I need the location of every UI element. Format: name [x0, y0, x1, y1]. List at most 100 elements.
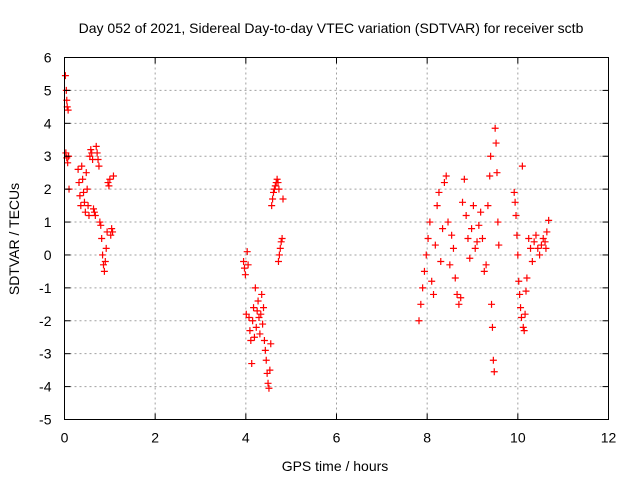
data-point: [94, 156, 102, 164]
data-point: [244, 261, 252, 269]
data-point: [261, 346, 269, 354]
data-point: [493, 169, 501, 177]
data-point: [246, 327, 254, 335]
data-point: [249, 317, 257, 325]
data-point: [459, 198, 467, 206]
data-point: [64, 106, 72, 114]
data-point: [492, 139, 500, 147]
data-point: [532, 231, 540, 239]
data-point: [264, 379, 272, 387]
data-point: [260, 337, 268, 345]
data-point: [267, 340, 275, 348]
y-axis-title: SDTVAR / TECUs: [6, 183, 22, 295]
data-point: [77, 202, 85, 210]
data-point: [99, 251, 107, 259]
data-point: [462, 211, 470, 219]
data-point: [256, 330, 264, 338]
data-point: [254, 297, 262, 305]
data-point: [542, 244, 550, 252]
x-tick-label: 2: [151, 430, 159, 446]
data-point: [487, 152, 495, 160]
chart-title: Day 052 of 2021, Sidereal Day-to-day VTE…: [79, 20, 584, 36]
data-point: [259, 320, 267, 328]
data-point: [439, 225, 447, 233]
data-point: [91, 211, 99, 219]
data-point: [90, 205, 98, 213]
grid-layer: [64, 57, 609, 420]
data-point: [488, 300, 496, 308]
data-point: [422, 251, 430, 259]
data-point: [273, 175, 281, 183]
data-point: [545, 216, 553, 224]
data-point: [528, 258, 536, 266]
data-point: [243, 248, 251, 256]
data-point: [522, 287, 530, 295]
data-point: [543, 228, 551, 236]
data-point: [475, 221, 483, 229]
data-point: [442, 172, 450, 180]
data-point: [277, 238, 285, 246]
data-point: [523, 274, 531, 282]
data-point: [87, 146, 95, 154]
y-tick-label: 1: [44, 214, 52, 230]
data-point: [468, 225, 476, 233]
data-point: [510, 188, 518, 196]
data-point: [513, 231, 521, 239]
data-point: [486, 172, 494, 180]
data-point: [514, 251, 522, 259]
data-point: [93, 149, 101, 157]
data-point: [80, 198, 88, 206]
data-point: [274, 179, 282, 187]
data-point: [109, 228, 117, 236]
data-point: [76, 192, 84, 200]
data-point: [541, 238, 549, 246]
data-point: [268, 202, 276, 210]
data-point: [252, 323, 260, 331]
data-point: [494, 218, 502, 226]
data-point: [460, 175, 468, 183]
x-tick-label: 10: [510, 430, 526, 446]
data-point: [520, 327, 528, 335]
data-point: [466, 254, 474, 262]
data-point: [420, 267, 428, 275]
data-point: [74, 165, 82, 173]
data-point: [269, 195, 277, 203]
data-point: [484, 202, 492, 210]
data-point: [84, 202, 92, 210]
data-point: [515, 277, 523, 285]
data-point: [240, 258, 248, 266]
data-point: [433, 202, 441, 210]
data-point: [100, 267, 108, 275]
data-point: [469, 202, 477, 210]
data-point: [451, 274, 459, 282]
y-tick-label: -5: [39, 412, 52, 428]
data-point: [265, 384, 273, 392]
data-point: [424, 235, 432, 242]
data-point: [489, 356, 497, 364]
data-point: [417, 300, 425, 308]
x-tick-label: 6: [333, 430, 341, 446]
data-point: [415, 317, 423, 325]
data-point: [102, 244, 110, 252]
data-point: [250, 333, 258, 341]
data-point: [109, 172, 117, 180]
data-point: [78, 162, 86, 170]
data-point: [101, 258, 109, 266]
data-point: [521, 310, 529, 318]
data-point: [240, 264, 248, 272]
data-point: [75, 179, 83, 187]
data-point: [478, 235, 486, 242]
y-tick-label: 4: [44, 115, 52, 131]
data-point: [446, 261, 454, 269]
data-point: [92, 142, 100, 150]
data-point: [527, 244, 535, 252]
data-point: [525, 235, 533, 242]
data-point: [97, 221, 105, 229]
data-point: [275, 251, 283, 259]
data-point: [464, 235, 472, 242]
data-point: [241, 271, 249, 279]
data-point: [473, 238, 481, 246]
data-point: [80, 188, 88, 196]
data-point: [274, 258, 282, 266]
